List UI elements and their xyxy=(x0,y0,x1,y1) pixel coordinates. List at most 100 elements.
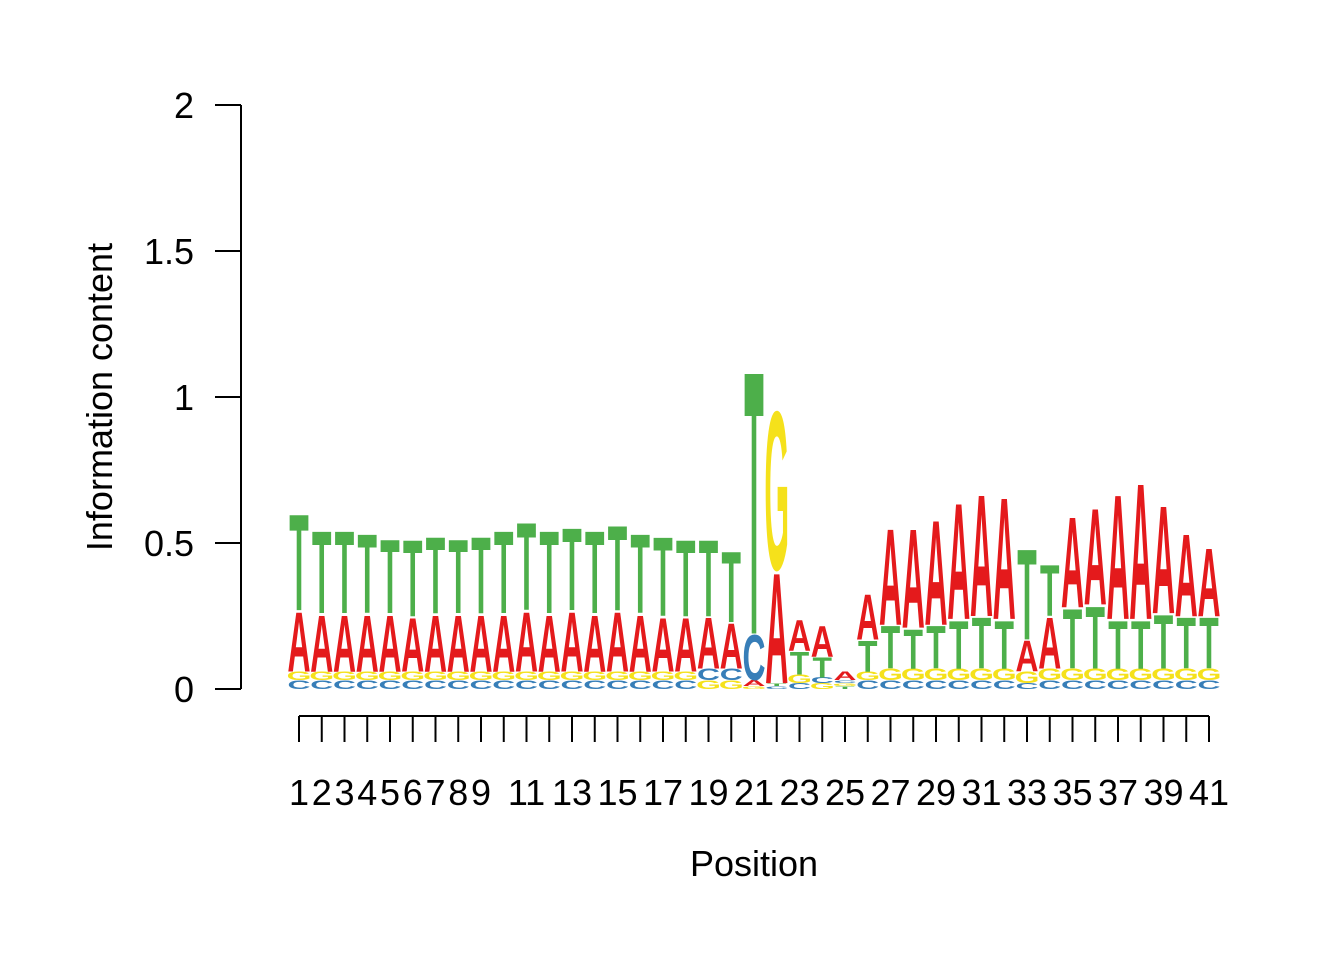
logo-letter-C: C xyxy=(697,666,720,684)
logo-letter-T: T xyxy=(608,499,627,636)
logo-letter-C: C xyxy=(811,676,834,685)
logo-letter-G: G xyxy=(1106,666,1131,684)
x-tick-label: 11 xyxy=(508,772,545,813)
logo-letter-T: T xyxy=(335,508,354,639)
logo-letter-G: G xyxy=(537,670,562,684)
logo-letter-A: A xyxy=(902,499,925,658)
x-axis: 1 2 3 4 5 6 7 8 9 11 13 15 17 19 21 23 25 27 29 31 33 35 37 39 4… xyxy=(289,715,1229,813)
y-axis-title: Information content xyxy=(79,243,120,551)
logo-letter-G: G xyxy=(446,670,471,684)
logo-letter-A: A xyxy=(629,599,652,690)
logo-letter-A: A xyxy=(424,599,447,690)
x-tick-label: 2 xyxy=(312,772,332,813)
logo-letter-G: G xyxy=(355,670,380,684)
logo-letter-A: A xyxy=(720,610,743,682)
x-tick-label: 3 xyxy=(334,772,354,813)
logo-letter-G: G xyxy=(628,670,653,684)
x-tick-label: 9 xyxy=(471,772,491,813)
logo-letter-T: T xyxy=(540,508,559,639)
logo-letter-C: C xyxy=(583,678,606,692)
logo-letter-C: C xyxy=(1061,678,1084,692)
logo-letter-T: T xyxy=(1017,523,1036,669)
logo-letter-T: T xyxy=(767,682,787,687)
logo-letter-C: C xyxy=(424,678,447,692)
logo-letter-T: T xyxy=(995,607,1015,684)
x-tick-label: 6 xyxy=(403,772,423,813)
logo-letter-C: C xyxy=(379,678,402,692)
logo-letter-T: T xyxy=(358,511,377,638)
logo-letter-T: T xyxy=(881,615,901,683)
logo-letter-C: C xyxy=(492,678,515,692)
logo-letter-A: A xyxy=(879,501,902,655)
logo-letter-T: T xyxy=(403,518,422,640)
logo-letter-C: C xyxy=(333,678,356,692)
x-tick-label: 17 xyxy=(643,772,683,813)
y-axis: 0 0.5 1 1.5 2 xyxy=(144,85,242,710)
x-tick-label: 27 xyxy=(870,772,910,813)
logo-letter-T: T xyxy=(949,607,969,684)
logo-letter-C: C xyxy=(629,678,652,692)
logo-letter-G: G xyxy=(810,682,835,691)
x-tick-label: 19 xyxy=(688,772,728,813)
logo-letter-T: T xyxy=(1177,602,1196,684)
x-tick-label: 5 xyxy=(380,772,400,813)
logo-letter-C: C xyxy=(401,678,424,692)
logo-letter-G: G xyxy=(719,678,744,692)
logo-letter-T: T xyxy=(699,518,718,640)
logo-letter-A: A xyxy=(1129,443,1152,661)
x-tick-label: 8 xyxy=(448,772,468,813)
logo-letter-C: C xyxy=(970,678,993,692)
logo-letter-G: G xyxy=(332,670,357,684)
logo-letter-G: G xyxy=(287,670,312,684)
logo-letter-G: G xyxy=(946,666,971,684)
logo-letter-G: G xyxy=(1151,666,1176,684)
logo-letter-C: C xyxy=(1084,678,1107,692)
logo-letter-T: T xyxy=(449,517,468,636)
logo-letter-G: G xyxy=(1083,666,1108,684)
logo-letter-T: T xyxy=(1108,607,1128,684)
logo-letter-A: A xyxy=(447,599,470,690)
logo-letter-T: T xyxy=(676,518,695,640)
logo-letter-A: A xyxy=(356,599,379,690)
logo-letter-G: G xyxy=(651,670,676,684)
logo-letter-A: A xyxy=(606,595,629,690)
logo-letter-T: T xyxy=(790,645,810,681)
logo-letter-T: T xyxy=(631,511,650,638)
logo-letter-C: C xyxy=(310,678,333,692)
logo-letter-G: G xyxy=(1060,666,1085,684)
x-tick-label: 23 xyxy=(779,772,819,813)
logo-letter-A: A xyxy=(401,604,424,689)
logo-letter-C: C xyxy=(1107,678,1130,692)
logo-letter-C: C xyxy=(925,678,948,692)
logo-letter-A: A xyxy=(743,679,766,688)
logo-letter-G: G xyxy=(924,666,949,684)
logo-letter-A: A xyxy=(469,599,492,690)
logo-letter-A: A xyxy=(310,599,333,690)
logo-letter-C: C xyxy=(515,678,538,692)
logo-letter-T: T xyxy=(835,685,855,690)
x-tick-label: 1 xyxy=(289,772,309,813)
logo-letter-G: G xyxy=(469,670,494,684)
logo-letter-G: G xyxy=(309,670,334,684)
logo-letter-A: A xyxy=(834,670,857,684)
logo-letter-A: A xyxy=(811,618,834,667)
